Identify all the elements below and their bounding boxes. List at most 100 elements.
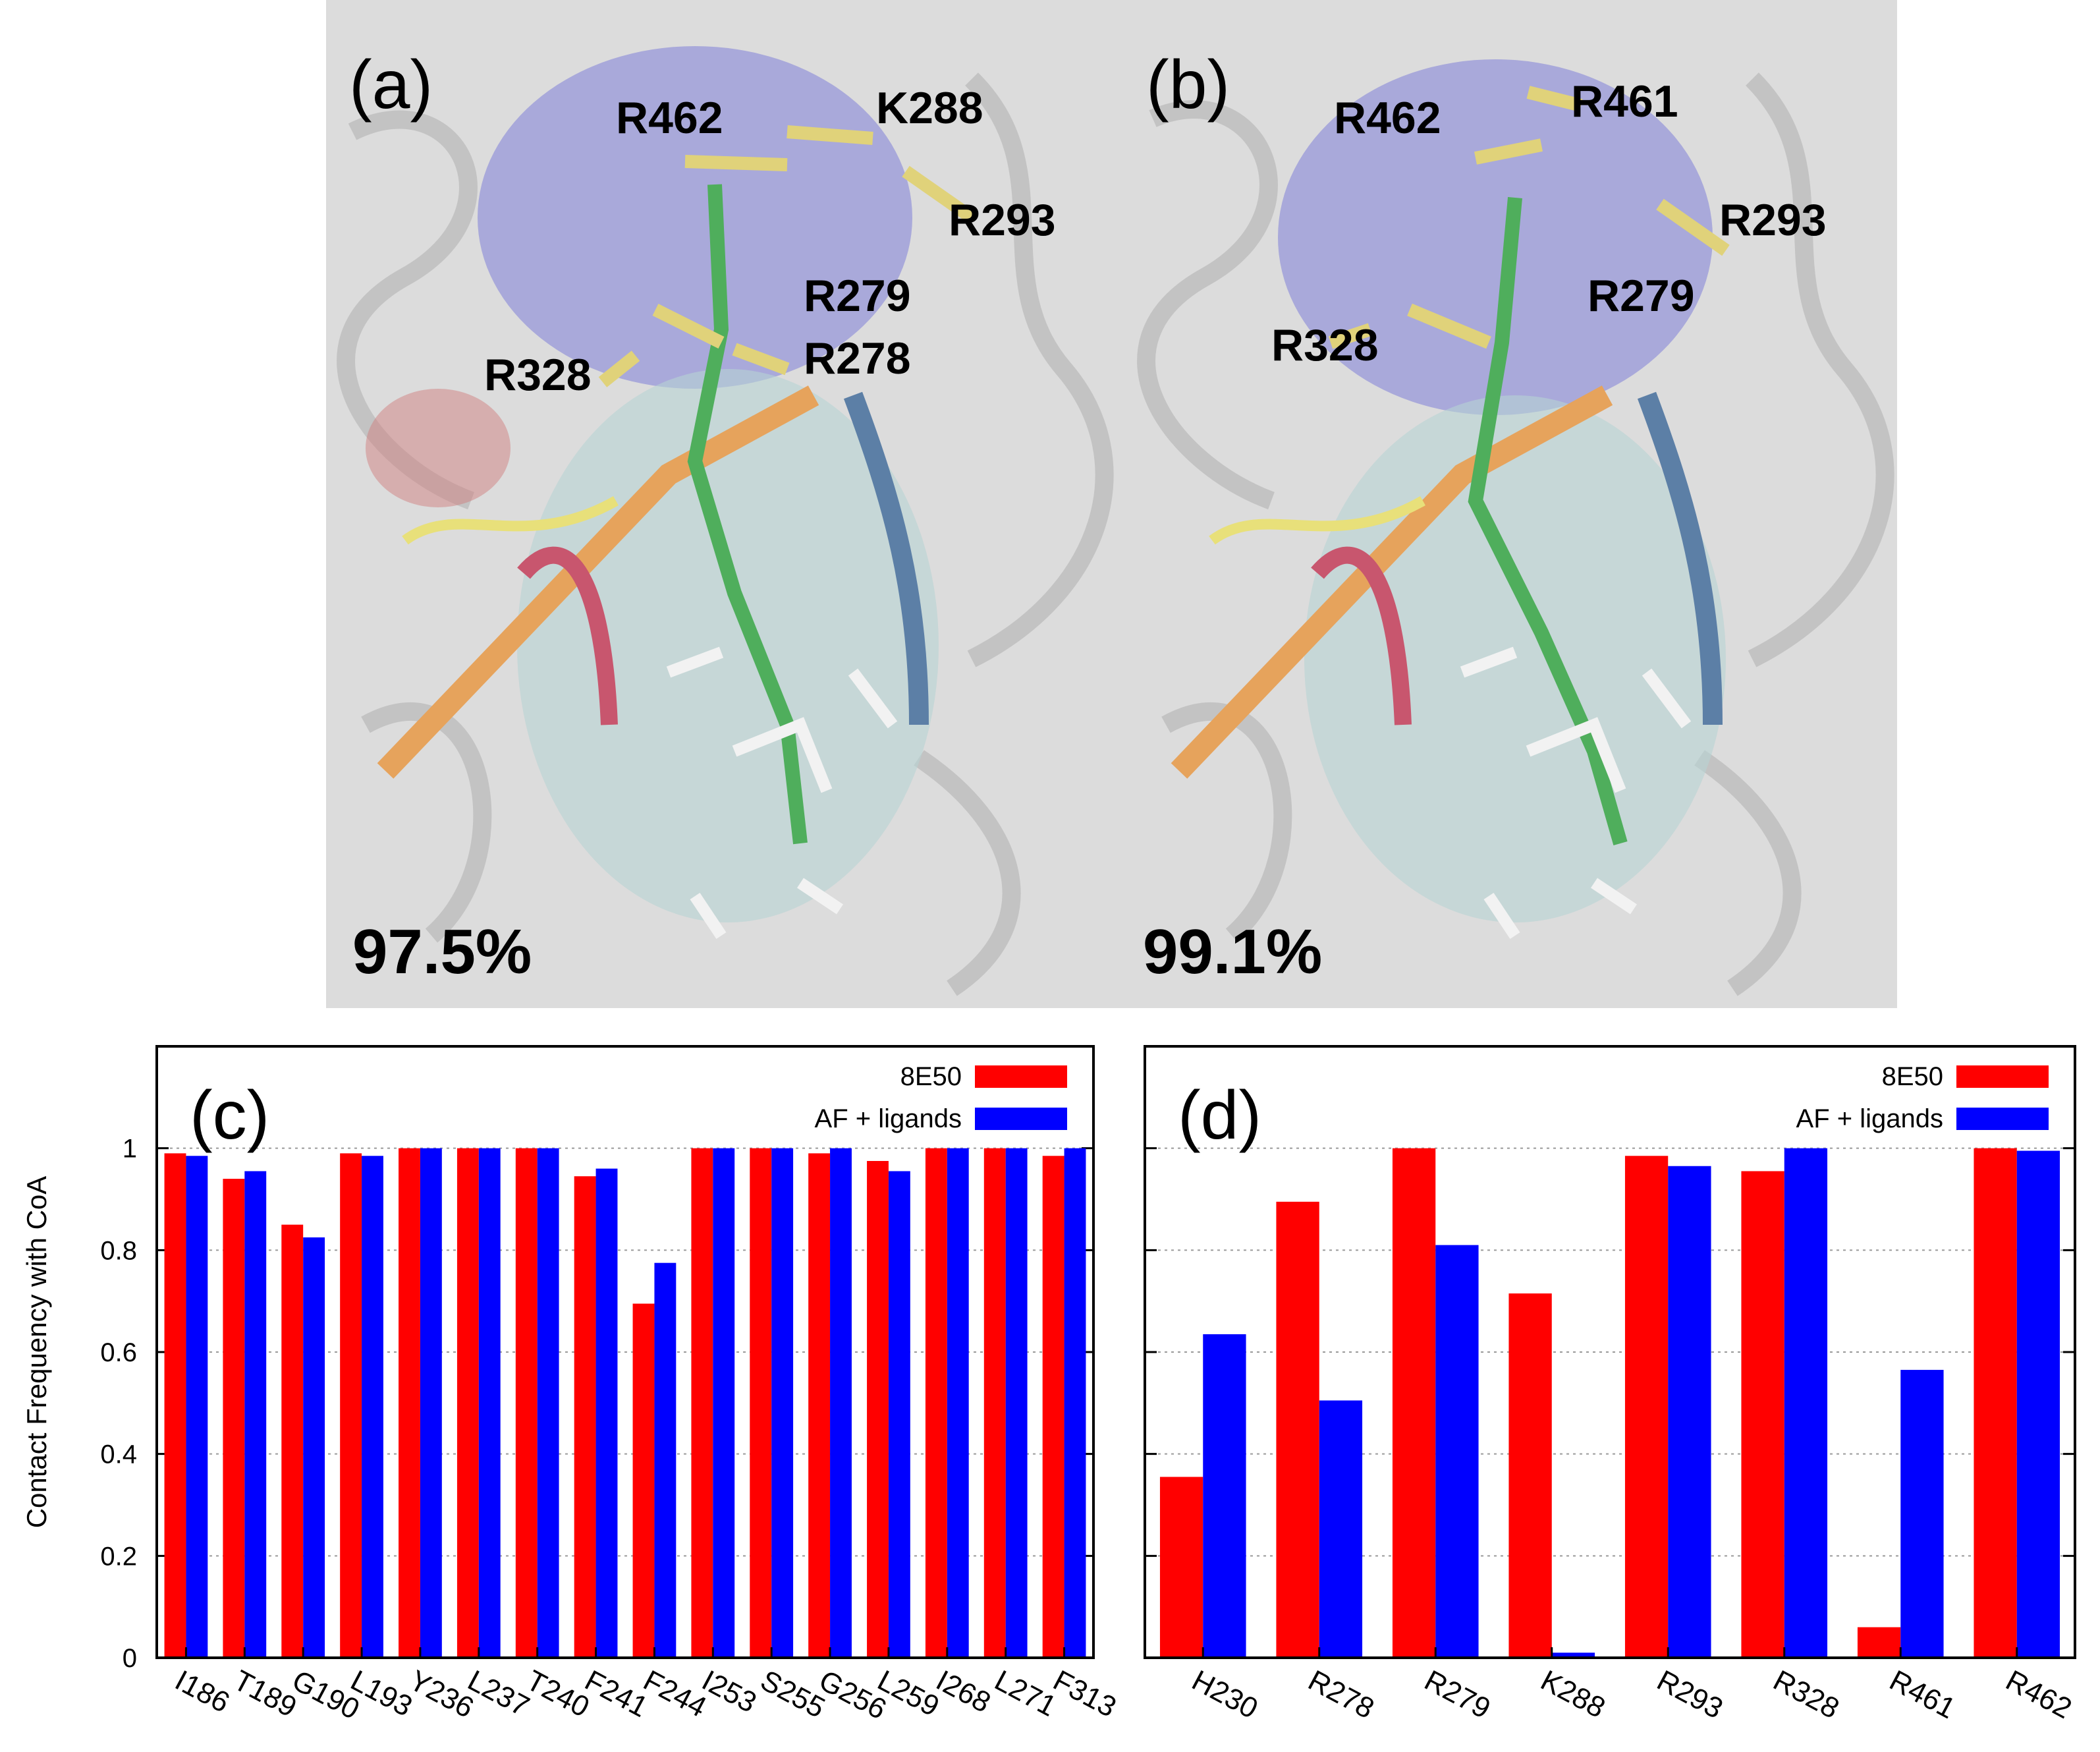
bar-af-ligands [244,1171,267,1658]
legend-swatch [975,1065,1067,1088]
bar-8e50 [515,1148,538,1658]
residue-label: R461 [1571,76,1678,127]
bar-8e50 [808,1153,831,1658]
panel-label-a: (a) [349,47,433,123]
bar-af-ligands [595,1168,618,1658]
bar-8e50 [632,1303,655,1658]
x-tick-label: R328 [1768,1664,1844,1726]
bar-af-ligands [1203,1334,1246,1658]
bar-af-ligands [186,1156,208,1658]
bar-8e50 [574,1176,596,1658]
x-tick-label: R278 [1303,1664,1379,1726]
y-tick-label: 1 [123,1135,137,1164]
render-b-graphic [1120,0,1897,1008]
legend-label: 8E50 [900,1062,962,1091]
percentage-label-a: 97.5% [352,917,532,987]
bar-8e50 [867,1161,889,1658]
bar-af-ligands [888,1171,910,1658]
x-tick-label: R462 [2001,1664,2077,1726]
molecular-render-b [1120,0,1897,1008]
y-tick-label: 0 [123,1644,137,1673]
bar-8e50 [1508,1293,1552,1658]
y-tick-label: 0.4 [100,1440,137,1469]
residue-label: R328 [484,350,592,400]
panel-label: (c) [190,1077,269,1154]
bar-af-ligands [1064,1148,1086,1658]
x-tick-label: K288 [1535,1664,1611,1725]
bar-af-ligands [2016,1150,2060,1658]
residue-label: R462 [1334,93,1441,143]
residue-label: R293 [1719,195,1827,245]
bar-8e50 [340,1153,362,1658]
bar-af-ligands [537,1148,559,1658]
legend-label: 8E50 [1882,1062,1943,1091]
bar-8e50 [164,1153,186,1658]
residue-label: R278 [804,333,911,383]
residue-label: R462 [616,93,723,143]
y-tick-label: 0.6 [100,1338,137,1367]
bar-8e50 [281,1224,304,1658]
bar-af-ligands [713,1148,735,1658]
bar-af-ligands [947,1148,969,1658]
percentage-label-b: 99.1% [1143,917,1323,987]
bar-af-ligands [362,1156,383,1658]
x-tick-label: F313 [1048,1664,1122,1724]
legend-swatch [1956,1065,2049,1088]
molecular-render-a [326,0,1126,1008]
bar-af-ligands [771,1148,794,1658]
panel-label: (d) [1178,1077,1261,1154]
bar-8e50 [1624,1156,1669,1658]
x-tick-label: H230 [1187,1664,1263,1726]
y-axis-label: Contact Frequency with CoA [21,1176,52,1529]
bar-8e50 [1159,1477,1203,1658]
chart-d: H230 R278 R279 K288 R293 R328 R461 R462 8E50 AF +… [1144,1045,2077,1726]
panel-label-b: (b) [1146,47,1230,123]
bar-af-ligands [478,1148,501,1658]
bar-8e50 [925,1148,947,1658]
bar-8e50 [456,1148,479,1658]
x-tick-label: R461 [1885,1664,1961,1726]
bar-af-ligands [1005,1148,1028,1658]
bar-af-ligands [654,1262,677,1658]
bar-8e50 [1857,1627,1901,1658]
render-a-graphic [326,0,1126,1008]
x-tick-label: R279 [1420,1664,1496,1726]
bar-af-ligands [1435,1245,1479,1658]
y-tick-label: 0.2 [100,1542,137,1571]
bar-af-ligands [1784,1148,1828,1658]
bar-af-ligands [1551,1653,1595,1658]
bar-af-ligands [830,1148,852,1658]
bar-8e50 [983,1148,1006,1658]
x-tick-label: I253 [697,1664,762,1719]
legend-swatch [1956,1108,2049,1130]
legend-label: AF + ligands [1796,1104,1943,1133]
residue-label: R279 [804,271,911,321]
x-tick-label: R293 [1652,1664,1728,1726]
y-tick-label: 0.8 [100,1236,137,1265]
plot-frame [155,1045,1095,1659]
bar-8e50 [1276,1201,1319,1658]
chart-c: 0 0.2 0.4 0.6 0.8 1 Contact Frequency with CoA… [21,1045,1122,1726]
residue-label: K288 [876,83,983,133]
bar-af-ligands [1668,1166,1711,1658]
bar-8e50 [1974,1148,2017,1658]
bar-af-ligands [303,1237,325,1658]
bar-af-ligands [1319,1400,1363,1658]
bar-af-ligands [420,1148,442,1658]
residue-label: R293 [949,195,1056,245]
x-tick-label: I186 [170,1664,235,1719]
bar-8e50 [691,1148,713,1658]
bar-8e50 [1392,1148,1436,1658]
plot-frame [1144,1045,2076,1659]
bar-8e50 [399,1148,420,1658]
bar-8e50 [223,1179,245,1658]
residue-label: R279 [1588,271,1695,321]
x-tick-label: I268 [931,1664,996,1719]
legend-swatch [975,1108,1067,1130]
residue-label: R328 [1271,320,1379,370]
bar-af-ligands [1900,1370,1944,1658]
bar-8e50 [750,1148,772,1658]
bar-8e50 [1042,1156,1064,1658]
legend-label: AF + ligands [815,1104,962,1133]
